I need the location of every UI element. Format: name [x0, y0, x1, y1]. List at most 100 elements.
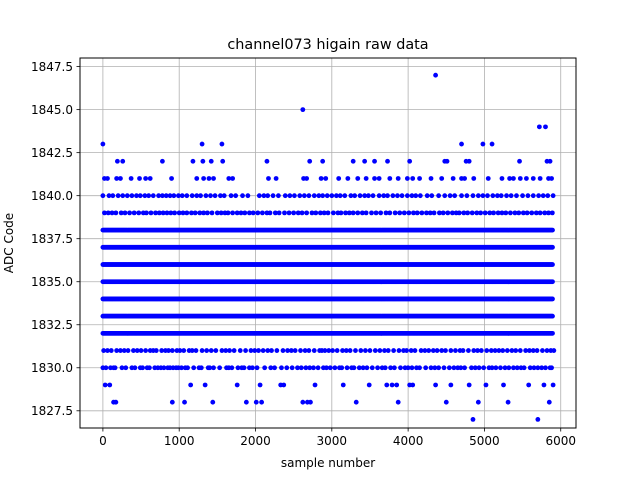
- data-point: [223, 348, 229, 353]
- data-point: [128, 176, 134, 181]
- data-point: [204, 348, 210, 353]
- data-point: [176, 193, 181, 199]
- data-point: [535, 417, 541, 422]
- data-point: [218, 193, 223, 199]
- data-point: [205, 210, 210, 216]
- data-point: [343, 348, 349, 353]
- data-point: [306, 193, 312, 199]
- data-point: [334, 348, 340, 353]
- data-point: [462, 176, 467, 181]
- data-point: [189, 348, 195, 353]
- data-point: [413, 193, 419, 199]
- data-point: [266, 176, 271, 181]
- data-point: [417, 176, 422, 181]
- data-point: [513, 348, 519, 353]
- data-point: [153, 210, 158, 216]
- data-point: [191, 365, 197, 371]
- data-point: [418, 348, 424, 353]
- data-point: [100, 141, 106, 147]
- data-point: [373, 210, 379, 216]
- data-point: [381, 193, 387, 199]
- data-point: [147, 365, 152, 371]
- data-point: [199, 348, 205, 353]
- data-point: [550, 279, 555, 285]
- data-point: [309, 210, 315, 216]
- data-point: [137, 193, 143, 199]
- data-point: [110, 193, 116, 199]
- data-point: [430, 348, 436, 353]
- data-point: [242, 210, 248, 216]
- data-point: [550, 193, 556, 199]
- data-point: [353, 348, 358, 353]
- data-point: [115, 193, 121, 199]
- data-point: [346, 210, 352, 216]
- data-point: [401, 210, 407, 216]
- data-point: [550, 313, 555, 319]
- data-point: [188, 382, 194, 388]
- data-point: [545, 193, 551, 199]
- data-point: [182, 399, 187, 405]
- data-point: [102, 382, 108, 388]
- data-point: [137, 176, 142, 181]
- data-point: [189, 193, 195, 199]
- data-point: [478, 348, 484, 353]
- data-point: [338, 210, 344, 216]
- data-point: [221, 193, 227, 199]
- data-point: [514, 193, 519, 199]
- y-axis-ticks: 1827.5 1830.0 1832.5 1835.0 1837.5 1840.0 1842…: [31, 60, 80, 418]
- data-point: [324, 193, 330, 199]
- data-point: [265, 348, 271, 353]
- data-point: [143, 348, 149, 353]
- data-point: [433, 382, 438, 388]
- data-point: [118, 210, 124, 216]
- data-point: [369, 365, 375, 371]
- data-point: [543, 365, 548, 371]
- data-point: [279, 365, 284, 371]
- data-point: [193, 348, 199, 353]
- data-point: [140, 365, 145, 371]
- data-point: [300, 107, 306, 113]
- data-point: [372, 176, 377, 181]
- data-point: [436, 193, 442, 199]
- data-point: [297, 193, 303, 199]
- data-point: [391, 365, 397, 371]
- data-point: [388, 365, 393, 371]
- data-point: [181, 348, 187, 353]
- data-point: [295, 210, 301, 216]
- data-point: [487, 210, 493, 216]
- data-point: [299, 210, 305, 216]
- data-point: [526, 382, 532, 388]
- data-point: [292, 348, 298, 353]
- data-point: [507, 210, 513, 216]
- data-point: [433, 72, 438, 78]
- data-point: [369, 210, 374, 216]
- data-point: [100, 193, 106, 199]
- data-point: [156, 210, 162, 216]
- data-point: [248, 348, 254, 353]
- data-point: [511, 365, 516, 371]
- data-point: [491, 210, 496, 216]
- data-point: [171, 193, 177, 199]
- data-point: [428, 365, 434, 371]
- data-point: [201, 176, 207, 181]
- data-point: [363, 210, 369, 216]
- data-point: [323, 176, 329, 181]
- data-point: [530, 348, 536, 353]
- data-point: [466, 382, 472, 388]
- data-point: [148, 210, 154, 216]
- data-point: [364, 365, 370, 371]
- data-point: [330, 210, 336, 216]
- data-point: [511, 176, 516, 181]
- data-point: [261, 193, 267, 199]
- data-point: [551, 348, 557, 353]
- data-point: [198, 193, 203, 199]
- data-point: [120, 193, 126, 199]
- data-point: [194, 176, 200, 181]
- data-point: [406, 210, 412, 216]
- data-point: [163, 193, 169, 199]
- data-point: [284, 365, 290, 371]
- data-point: [520, 193, 525, 199]
- data-point: [109, 210, 115, 216]
- data-point: [138, 348, 144, 353]
- data-point: [208, 348, 214, 353]
